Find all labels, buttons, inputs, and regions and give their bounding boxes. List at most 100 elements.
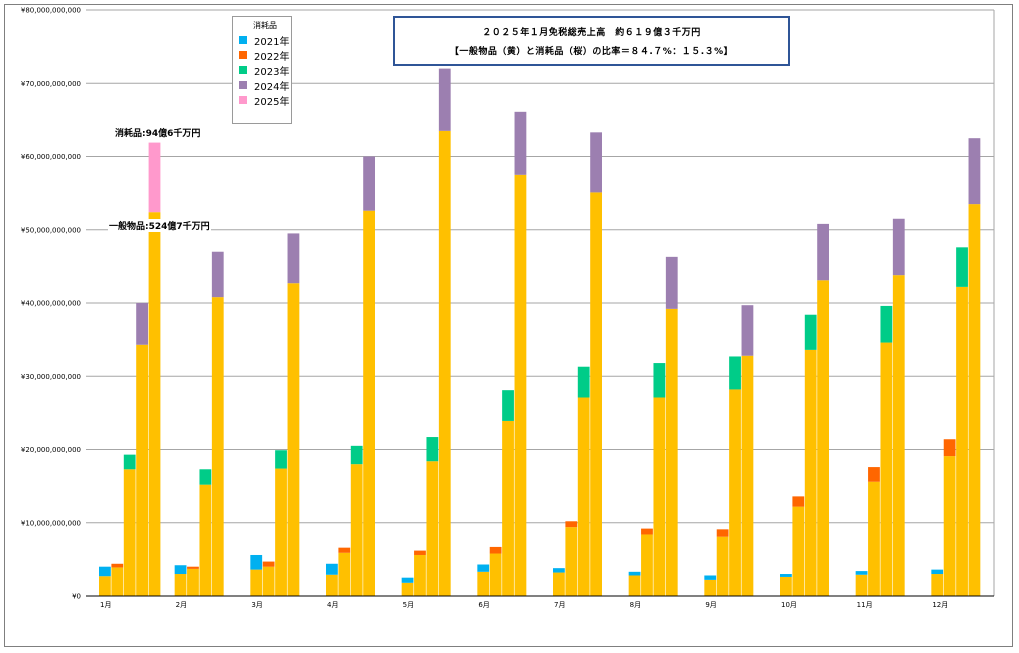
- legend-swatch: [239, 81, 247, 89]
- bar-general-2024年: [817, 280, 829, 596]
- y-tick-label: ¥30,000,000,000: [21, 373, 81, 381]
- bar-consumable-2021年: [931, 569, 944, 575]
- bar-consumable-2021年: [174, 565, 187, 575]
- bar-consumable-2022年: [262, 561, 275, 567]
- bar-group-6: [477, 111, 527, 596]
- y-axis-ticks: ¥0 ¥10,000,000,000 ¥20,000,000,000 ¥30,000,…: [21, 7, 81, 601]
- bar-general-2021年: [477, 571, 490, 596]
- bar-consumable-2022年: [565, 521, 578, 528]
- y-tick-label: ¥60,000,000,000: [21, 153, 81, 161]
- bar-consumable-2023年: [275, 450, 287, 469]
- legend-swatch: [239, 66, 247, 74]
- bar-general-2022年: [262, 566, 275, 596]
- bar-general-2023年: [804, 349, 817, 596]
- bar-consumable-2024年: [211, 251, 224, 298]
- legend-item-2024: 2024年: [239, 78, 290, 93]
- y-tick-label: ¥20,000,000,000: [21, 446, 81, 454]
- bar-general-2024年: [136, 344, 148, 596]
- bar-consumable-2022年: [792, 496, 805, 507]
- bar-consumable-2023年: [956, 247, 968, 287]
- bar-general-2023年: [199, 484, 212, 596]
- x-tick-label: 7月: [554, 601, 565, 609]
- bar-consumable-2022年: [489, 546, 502, 554]
- bar-consumable-2024年: [438, 68, 451, 131]
- bar-consumable-2024年: [287, 233, 300, 284]
- legend-label: 2024年: [254, 81, 290, 93]
- bar-group-4: [326, 156, 375, 596]
- legend-title: 消耗品: [253, 21, 277, 30]
- bar-consumable-2021年: [99, 566, 111, 577]
- bar-consumable-2023年: [426, 437, 439, 462]
- bar-general-2023年: [577, 397, 590, 596]
- bar-general-2023年: [653, 397, 666, 596]
- bar-consumable-2022年: [338, 547, 351, 553]
- bar-general-2024年: [968, 204, 981, 597]
- x-tick-label: 9月: [705, 601, 716, 609]
- legend-label: 2023年: [254, 66, 290, 78]
- bar-consumable-2024年: [665, 256, 678, 309]
- bar-general-2022年: [641, 534, 653, 596]
- bar-general-2023年: [880, 342, 893, 596]
- bar-consumable-2022年: [414, 550, 426, 555]
- bar-consumable-2021年: [780, 574, 792, 577]
- bar-general-2021年: [704, 579, 717, 596]
- bar-general-2022年: [187, 568, 199, 596]
- x-tick-label: 3月: [251, 601, 262, 609]
- x-tick-label: 2月: [176, 601, 187, 609]
- bar-general-2022年: [943, 456, 956, 596]
- bar-general-2022年: [414, 554, 426, 596]
- bar-general-2021年: [401, 582, 414, 596]
- bar-consumable-2022年: [868, 467, 880, 482]
- y-tick-label: ¥0: [72, 593, 81, 601]
- bar-consumable-2024年: [136, 303, 148, 345]
- bar-general-2022年: [489, 553, 502, 596]
- bar-consumable-2024年: [363, 156, 375, 211]
- bar-group-8: [628, 256, 678, 596]
- legend-item-2021: 2021年: [239, 33, 290, 48]
- bar-general-2022年: [565, 527, 578, 596]
- bar-consumable-2021年: [704, 575, 717, 580]
- legend-item-2023: 2023年: [239, 63, 290, 78]
- bar-general-2021年: [174, 574, 187, 596]
- bar-group-10: [780, 223, 829, 596]
- bar-group-5: [401, 68, 451, 597]
- bar-general-2023年: [426, 461, 439, 596]
- x-tick-label: 10月: [781, 601, 797, 609]
- bar-general-2024年: [363, 210, 375, 596]
- x-tick-label: 4月: [327, 601, 338, 609]
- chart-title: ２０２５年１月免税総売上高 約６１９億３千万円: [482, 28, 701, 38]
- bar-general-2022年: [792, 506, 805, 596]
- bar-general-2024年: [741, 355, 754, 596]
- bar-consumable-2023年: [804, 314, 817, 350]
- chart-subtitle: 【一般物品（黄）と消耗品（桜）の比率＝８４.７%：１５.３%】: [449, 47, 734, 57]
- legend-label: 2021年: [254, 36, 290, 48]
- chart-title-box: ２０２５年１月免税総売上高 約６１９億３千万円 【一般物品（黄）と消耗品（桜）の…: [393, 16, 790, 66]
- bar-consumable-2023年: [123, 454, 136, 470]
- bar-consumable-2024年: [741, 305, 754, 356]
- bar-consumable-2021年: [553, 568, 565, 573]
- bar-general-2022年: [868, 481, 880, 596]
- x-tick-label: 8月: [630, 601, 641, 609]
- bar-general-2025年: [148, 212, 161, 597]
- bar-general-2023年: [275, 468, 287, 596]
- bar-group-9: [704, 305, 754, 596]
- bar-general-2024年: [514, 174, 527, 596]
- bar-consumable-2024年: [968, 138, 981, 205]
- bar-general-2024年: [590, 192, 602, 596]
- bar-consumable-2024年: [817, 223, 829, 281]
- legend-swatch: [239, 36, 247, 44]
- legend-label: 2025年: [254, 96, 290, 108]
- bar-group-11: [855, 218, 905, 596]
- bar-general-2024年: [892, 275, 905, 596]
- legend-item-2022: 2022年: [239, 48, 289, 63]
- annotation-general: 一般物品:524億7千万円: [108, 219, 211, 232]
- bar-consumable-2022年: [716, 529, 729, 537]
- bar-consumable-2023年: [577, 366, 590, 398]
- bar-consumable-2021年: [250, 554, 263, 570]
- bar-general-2024年: [211, 297, 224, 596]
- bar-consumable-2022年: [187, 566, 199, 569]
- legend-swatch: [239, 96, 247, 104]
- bar-consumable-2025年: [148, 142, 161, 213]
- legend: 消耗品 2021年 2022年 2023年 2024年 2025年: [232, 16, 292, 124]
